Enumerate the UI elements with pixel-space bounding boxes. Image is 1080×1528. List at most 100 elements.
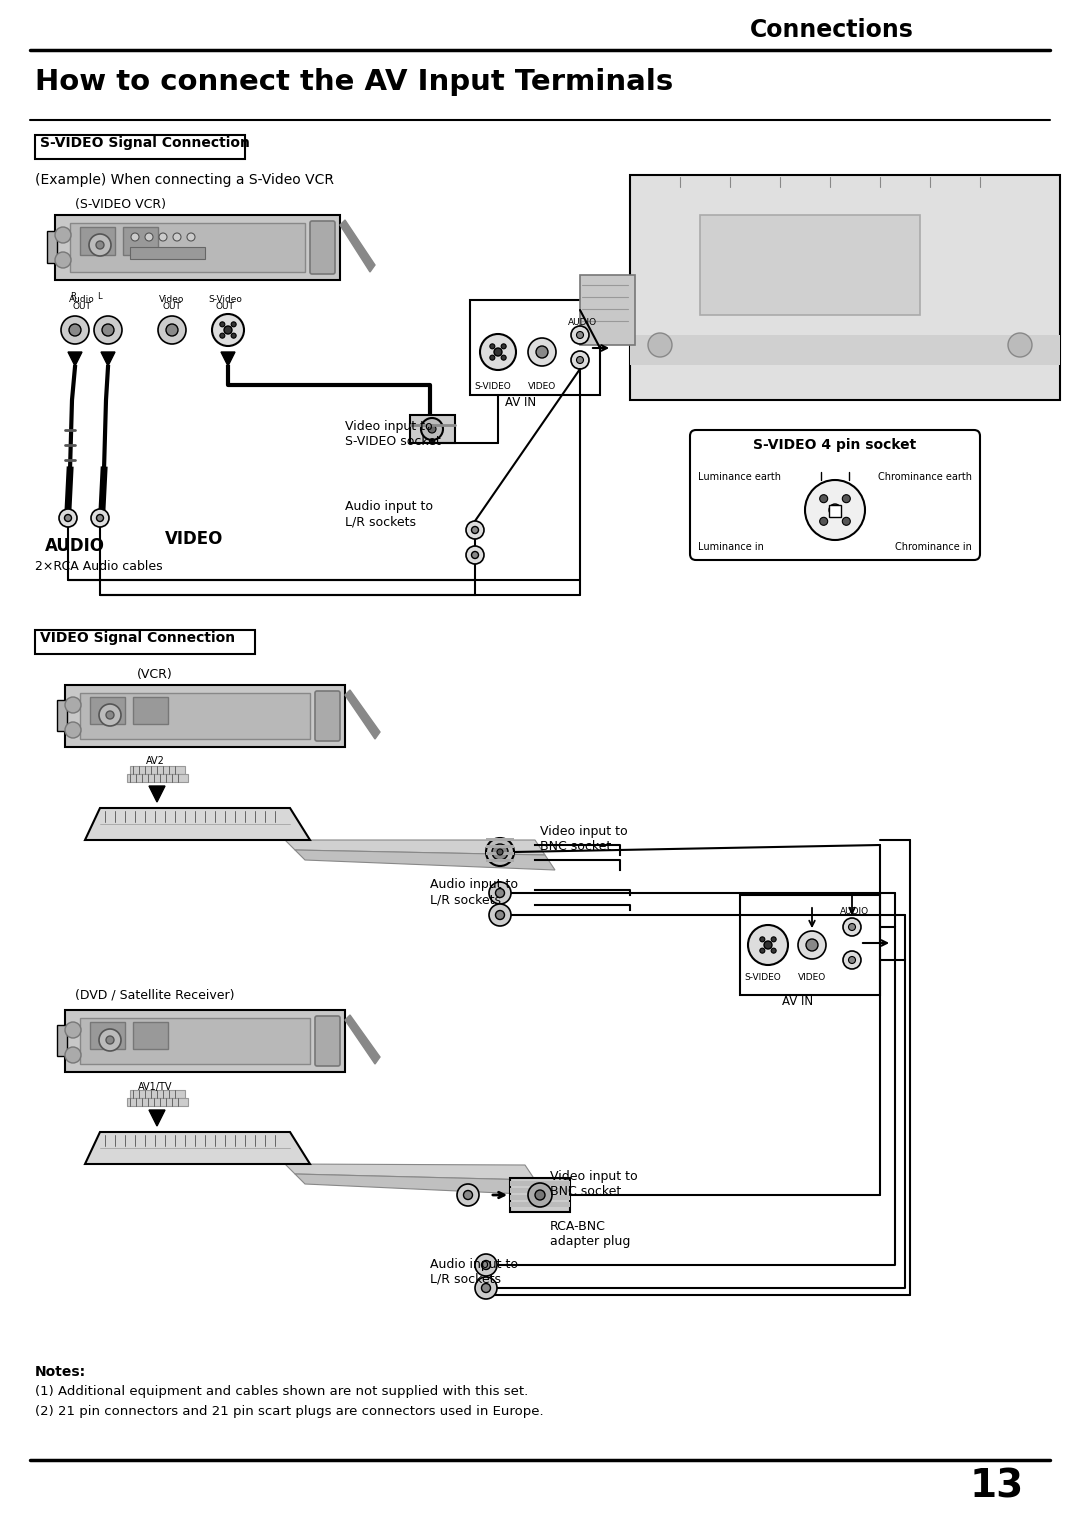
Circle shape <box>760 949 765 953</box>
Circle shape <box>501 344 507 348</box>
Circle shape <box>843 918 861 937</box>
Text: Luminance in: Luminance in <box>698 542 764 552</box>
Bar <box>127 775 188 782</box>
Bar <box>48 231 57 263</box>
Circle shape <box>94 316 122 344</box>
Bar <box>57 700 67 730</box>
Polygon shape <box>149 1109 165 1126</box>
Text: R: R <box>70 292 76 301</box>
Bar <box>510 1178 570 1212</box>
Text: OUT: OUT <box>163 303 181 312</box>
Circle shape <box>764 941 772 949</box>
Text: OUT: OUT <box>72 303 92 312</box>
Text: AUDIO: AUDIO <box>840 908 869 915</box>
Circle shape <box>771 949 777 953</box>
Text: S-VIDEO Signal Connection: S-VIDEO Signal Connection <box>40 136 249 150</box>
Bar <box>55 215 340 280</box>
Text: 13: 13 <box>970 1468 1024 1507</box>
Text: Audio input to
L/R sockets: Audio input to L/R sockets <box>430 879 518 906</box>
Text: AV IN: AV IN <box>505 396 536 410</box>
Bar <box>630 335 1059 365</box>
Circle shape <box>849 923 855 931</box>
Circle shape <box>220 322 225 327</box>
Bar <box>486 845 514 848</box>
Circle shape <box>496 911 504 920</box>
Circle shape <box>843 950 861 969</box>
Polygon shape <box>345 691 380 740</box>
Circle shape <box>65 515 71 521</box>
Text: S-Video: S-Video <box>208 295 242 304</box>
Bar <box>127 1099 188 1106</box>
Text: Video input to
BNC socket: Video input to BNC socket <box>540 825 627 853</box>
Text: VIDEO: VIDEO <box>528 382 556 391</box>
Text: (Example) When connecting a S-Video VCR: (Example) When connecting a S-Video VCR <box>35 173 334 186</box>
Circle shape <box>65 723 81 738</box>
Circle shape <box>805 480 865 539</box>
Circle shape <box>760 937 765 941</box>
Bar <box>130 766 185 775</box>
Circle shape <box>771 937 777 941</box>
Text: Video input to
BNC socket: Video input to BNC socket <box>550 1170 637 1198</box>
Polygon shape <box>340 220 375 272</box>
Circle shape <box>820 495 827 503</box>
Text: Connections: Connections <box>750 18 914 41</box>
Circle shape <box>490 344 495 348</box>
Circle shape <box>96 241 104 249</box>
Polygon shape <box>102 351 114 367</box>
Circle shape <box>173 232 181 241</box>
Text: How to connect the AV Input Terminals: How to connect the AV Input Terminals <box>35 69 673 96</box>
Bar <box>80 694 310 740</box>
Circle shape <box>1008 333 1032 358</box>
Circle shape <box>849 957 855 964</box>
Bar <box>90 697 125 724</box>
FancyBboxPatch shape <box>690 429 980 559</box>
Circle shape <box>798 931 826 960</box>
Bar <box>80 1018 310 1063</box>
Bar <box>580 275 635 345</box>
Bar <box>700 215 920 315</box>
Circle shape <box>492 843 508 860</box>
Circle shape <box>69 324 81 336</box>
Text: AV1/TV: AV1/TV <box>138 1082 172 1093</box>
Circle shape <box>820 518 827 526</box>
Bar <box>829 504 841 516</box>
Polygon shape <box>85 808 310 840</box>
Text: L: L <box>97 292 102 301</box>
Circle shape <box>102 324 114 336</box>
Circle shape <box>475 1277 497 1299</box>
Circle shape <box>55 252 71 267</box>
Circle shape <box>489 882 511 905</box>
Circle shape <box>59 509 77 527</box>
Circle shape <box>65 1047 81 1063</box>
Text: (2) 21 pin connectors and 21 pin scart plugs are connectors used in Europe.: (2) 21 pin connectors and 21 pin scart p… <box>35 1406 543 1418</box>
Circle shape <box>842 495 850 503</box>
Bar <box>486 837 514 840</box>
Circle shape <box>494 348 502 356</box>
Polygon shape <box>295 850 555 869</box>
Text: Video input to
S-VIDEO socket: Video input to S-VIDEO socket <box>345 420 441 448</box>
Bar <box>470 299 600 396</box>
Polygon shape <box>221 351 235 367</box>
Circle shape <box>421 419 443 440</box>
Circle shape <box>482 1261 490 1270</box>
Text: S-VIDEO 4 pin socket: S-VIDEO 4 pin socket <box>754 439 917 452</box>
Circle shape <box>55 228 71 243</box>
Circle shape <box>99 704 121 726</box>
Text: RCA-BNC
adapter plug: RCA-BNC adapter plug <box>550 1219 631 1248</box>
Text: VIDEO: VIDEO <box>165 530 224 549</box>
Circle shape <box>65 1022 81 1038</box>
Text: (VCR): (VCR) <box>137 668 173 681</box>
Circle shape <box>472 552 478 559</box>
Circle shape <box>145 232 153 241</box>
Circle shape <box>472 527 478 533</box>
Text: (1) Additional equipment and cables shown are not supplied with this set.: (1) Additional equipment and cables show… <box>35 1384 528 1398</box>
Bar <box>130 1089 185 1099</box>
Circle shape <box>648 333 672 358</box>
Bar <box>510 1203 570 1207</box>
Bar <box>35 134 245 159</box>
Bar <box>130 248 205 260</box>
Circle shape <box>486 837 514 866</box>
Circle shape <box>457 1184 480 1206</box>
Bar <box>740 895 880 995</box>
Circle shape <box>89 234 111 257</box>
